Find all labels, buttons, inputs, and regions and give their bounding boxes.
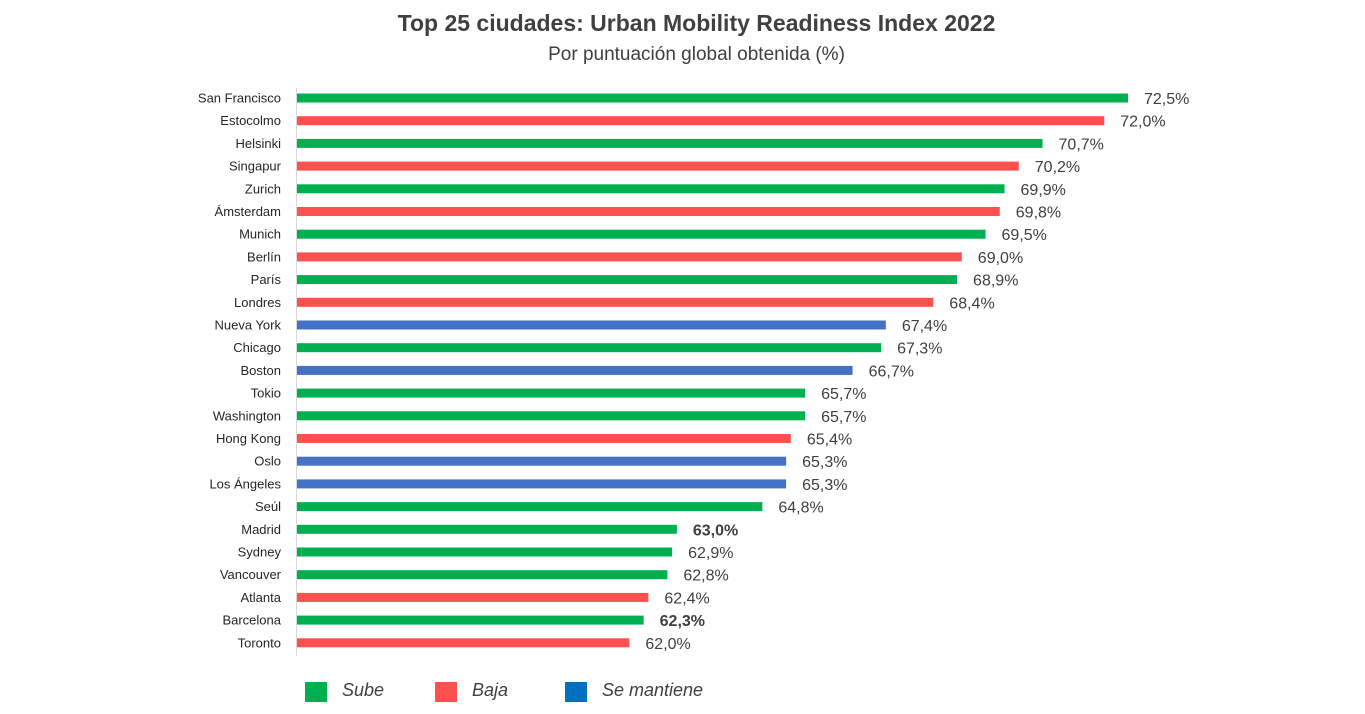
value-label: 62,0% [645, 636, 690, 653]
legend-swatch [305, 682, 327, 702]
value-label: 67,4% [902, 318, 947, 335]
value-label: 69,8% [1016, 205, 1061, 222]
value-label: 69,0% [978, 250, 1023, 267]
value-label: 62,3% [660, 613, 705, 630]
category-label: Nueva York [215, 318, 282, 333]
value-label: 68,9% [973, 273, 1018, 290]
value-label: 70,7% [1059, 136, 1104, 153]
bar-atlanta [297, 592, 649, 602]
category-label: San Francisco [198, 91, 281, 106]
legend-label: Baja [472, 680, 509, 700]
category-label: Seúl [255, 499, 281, 514]
category-label: Tokio [251, 386, 281, 401]
bar-amsterdam [297, 207, 1000, 216]
category-label: Singapur [229, 159, 282, 174]
bar-vancouver [297, 570, 668, 580]
category-label: Munich [239, 227, 281, 242]
bar-estocolmo [297, 116, 1105, 126]
category-label: Vancouver [220, 567, 282, 582]
value-label: 67,3% [897, 341, 942, 358]
value-label: 62,4% [664, 590, 709, 607]
bar-sydney [297, 547, 673, 557]
category-label: Hong Kong [216, 431, 281, 446]
bar-chicago [297, 343, 882, 353]
value-label: 65,7% [821, 409, 866, 426]
value-label: 72,5% [1144, 91, 1189, 108]
value-label: 62,8% [683, 568, 728, 585]
bar-zurich [297, 184, 1005, 194]
bar-washington [297, 411, 806, 421]
chart-subtitle: Por puntuación global obtenida (%) [548, 44, 845, 65]
value-label: 63,0% [693, 522, 738, 539]
value-label: 65,7% [821, 386, 866, 403]
value-label: 66,7% [869, 363, 914, 380]
bar-helsinki [297, 138, 1043, 148]
value-label: 70,2% [1035, 159, 1080, 176]
bar-tokio [297, 388, 806, 398]
value-label: 65,4% [807, 432, 852, 449]
category-label: Chicago [233, 340, 281, 355]
category-label: París [251, 272, 282, 287]
bar-nueva-york [297, 320, 886, 330]
bar-londres [297, 297, 934, 307]
bar-paris [297, 275, 958, 285]
bar-madrid [297, 524, 677, 534]
value-label: 68,4% [949, 295, 994, 312]
bar-hong-kong [297, 434, 791, 443]
category-label: Barcelona [222, 613, 281, 628]
category-label: Estocolmo [220, 113, 281, 128]
category-label: Berlín [247, 249, 281, 264]
legend-label: Sube [342, 680, 385, 700]
category-label: Atlanta [241, 590, 282, 605]
bar-berlin [297, 252, 962, 262]
value-label: 62,9% [688, 545, 733, 562]
category-label: Oslo [254, 454, 281, 469]
bar-boston [297, 365, 853, 375]
bar-toronto [297, 638, 630, 648]
bar-munich [297, 229, 986, 239]
value-label: 65,3% [802, 477, 847, 494]
bar-oslo [297, 456, 787, 466]
value-label: 64,8% [778, 500, 823, 517]
legend-label: Se mantiene [602, 680, 704, 700]
value-label: 69,9% [1021, 182, 1066, 199]
category-label: Ámsterdam [215, 204, 281, 219]
category-label: Sydney [238, 545, 282, 560]
bar-singapur [297, 161, 1019, 171]
bar-barcelona [297, 615, 644, 625]
value-label: 65,3% [802, 454, 847, 471]
category-label: Boston [241, 363, 281, 378]
category-label: Toronto [238, 635, 281, 650]
bar-san-francisco [297, 93, 1128, 103]
category-label: Madrid [241, 522, 281, 537]
category-label: Londres [234, 295, 281, 310]
category-label: Washington [213, 408, 281, 423]
category-label: Los Ángeles [209, 476, 281, 491]
chart-title: Top 25 ciudades: Urban Mobility Readines… [397, 10, 996, 36]
legend-swatch [435, 682, 457, 702]
legend-swatch [565, 682, 587, 702]
bar-seul [297, 502, 763, 512]
value-label: 69,5% [1002, 227, 1047, 244]
bar-los-angeles [297, 479, 787, 489]
value-label: 72,0% [1120, 114, 1165, 131]
category-label: Helsinki [235, 136, 281, 151]
category-label: Zurich [245, 181, 281, 196]
